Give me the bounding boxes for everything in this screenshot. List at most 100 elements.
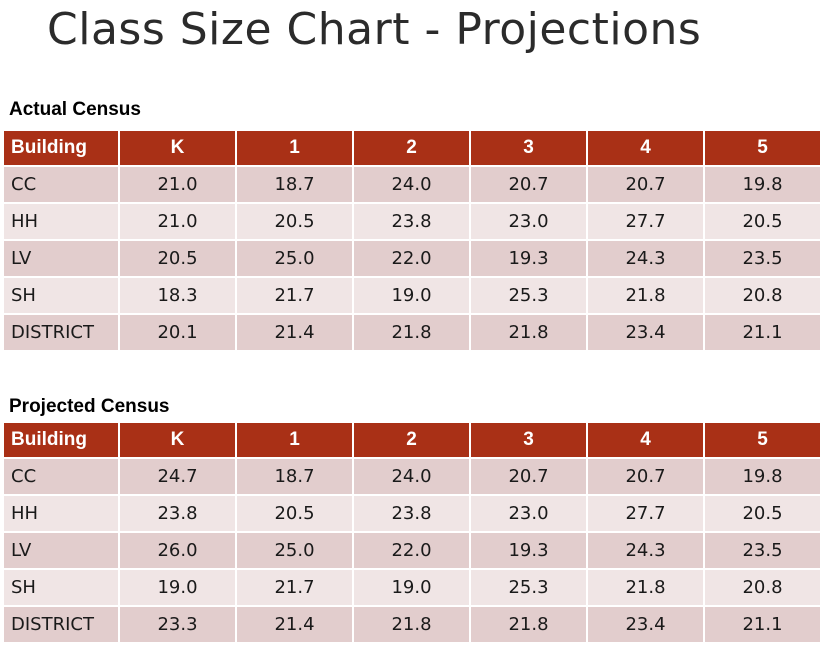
class-size-cell: 21.8 [469, 313, 588, 352]
class-size-cell: 19.0 [118, 568, 237, 607]
building-cell: LV [2, 239, 120, 278]
class-size-cell: 20.7 [469, 457, 588, 496]
class-size-cell: 18.3 [118, 276, 237, 315]
building-cell: SH [2, 276, 120, 315]
class-size-cell: 23.0 [469, 202, 588, 241]
column-header-grade-2: 2 [352, 421, 471, 459]
class-size-cell: 21.1 [703, 605, 822, 644]
column-header-grade-5: 5 [703, 129, 822, 167]
class-size-cell: 26.0 [118, 531, 237, 570]
projected-census-table: Building K 1 2 3 4 5 CC 24.7 18.7 24.0 20.7 2… [2, 421, 822, 644]
class-size-cell: 23.5 [703, 531, 822, 570]
class-size-cell: 20.1 [118, 313, 237, 352]
class-size-cell: 20.8 [703, 568, 822, 607]
class-size-cell: 25.0 [235, 239, 354, 278]
table-row: CC 24.7 18.7 24.0 20.7 20.7 19.8 [2, 457, 822, 496]
class-size-cell: 19.3 [469, 531, 588, 570]
column-header-grade-4: 4 [586, 421, 705, 459]
class-size-cell: 21.4 [235, 605, 354, 644]
class-size-cell: 24.3 [586, 239, 705, 278]
class-size-cell: 24.0 [352, 165, 471, 204]
class-size-cell: 23.5 [703, 239, 822, 278]
class-size-cell: 21.8 [586, 276, 705, 315]
class-size-cell: 27.7 [586, 202, 705, 241]
page-title: Class Size Chart - Projections [47, 4, 702, 55]
table-body: CC 24.7 18.7 24.0 20.7 20.7 19.8 HH 23.8 20.5 23.8… [2, 457, 822, 644]
building-cell: CC [2, 457, 120, 496]
building-cell: SH [2, 568, 120, 607]
class-size-cell: 18.7 [235, 457, 354, 496]
class-size-cell: 21.1 [703, 313, 822, 352]
building-cell: CC [2, 165, 120, 204]
column-header-grade-2: 2 [352, 129, 471, 167]
projected-census-heading: Projected Census [9, 396, 170, 417]
class-size-cell: 19.0 [352, 568, 471, 607]
column-header-grade-1: 1 [235, 129, 354, 167]
class-size-cell: 23.8 [352, 494, 471, 533]
class-size-cell: 24.3 [586, 531, 705, 570]
class-size-cell: 20.8 [703, 276, 822, 315]
class-size-cell: 24.7 [118, 457, 237, 496]
class-size-cell: 21.8 [469, 605, 588, 644]
class-size-cell: 21.0 [118, 165, 237, 204]
class-size-cell: 21.8 [352, 313, 471, 352]
class-size-cell: 23.4 [586, 313, 705, 352]
column-header-building: Building [2, 129, 120, 167]
table-row: LV 26.0 25.0 22.0 19.3 24.3 23.5 [2, 531, 822, 570]
class-size-cell: 20.5 [235, 202, 354, 241]
class-size-cell: 21.8 [352, 605, 471, 644]
class-size-cell: 19.3 [469, 239, 588, 278]
class-size-cell: 21.7 [235, 568, 354, 607]
column-header-k: K [118, 129, 237, 167]
table-row: CC 21.0 18.7 24.0 20.7 20.7 19.8 [2, 165, 822, 204]
class-size-cell: 21.4 [235, 313, 354, 352]
building-cell: HH [2, 494, 120, 533]
building-cell: LV [2, 531, 120, 570]
class-size-cell: 20.7 [586, 457, 705, 496]
table-header-row: Building K 1 2 3 4 5 [2, 129, 822, 167]
table-row: DISTRICT 23.3 21.4 21.8 21.8 23.4 21.1 [2, 605, 822, 644]
table-row: SH 19.0 21.7 19.0 25.3 21.8 20.8 [2, 568, 822, 607]
class-size-cell: 20.7 [586, 165, 705, 204]
class-size-cell: 21.8 [586, 568, 705, 607]
class-size-cell: 22.0 [352, 531, 471, 570]
class-size-cell: 23.4 [586, 605, 705, 644]
class-size-cell: 24.0 [352, 457, 471, 496]
column-header-k: K [118, 421, 237, 459]
table-row: LV 20.5 25.0 22.0 19.3 24.3 23.5 [2, 239, 822, 278]
table-header-row: Building K 1 2 3 4 5 [2, 421, 822, 459]
column-header-building: Building [2, 421, 120, 459]
table-row: HH 21.0 20.5 23.8 23.0 27.7 20.5 [2, 202, 822, 241]
table-row: DISTRICT 20.1 21.4 21.8 21.8 23.4 21.1 [2, 313, 822, 352]
class-size-cell: 19.8 [703, 165, 822, 204]
table-row: HH 23.8 20.5 23.8 23.0 27.7 20.5 [2, 494, 822, 533]
class-size-cell: 20.5 [703, 202, 822, 241]
class-size-cell: 20.7 [469, 165, 588, 204]
class-size-cell: 20.5 [235, 494, 354, 533]
class-size-cell: 21.7 [235, 276, 354, 315]
class-size-cell: 20.5 [118, 239, 237, 278]
class-size-cell: 23.8 [118, 494, 237, 533]
class-size-cell: 25.3 [469, 276, 588, 315]
column-header-grade-5: 5 [703, 421, 822, 459]
class-size-cell: 27.7 [586, 494, 705, 533]
actual-census-heading: Actual Census [9, 99, 141, 120]
table-body: CC 21.0 18.7 24.0 20.7 20.7 19.8 HH 21.0 20.5 23.8… [2, 165, 822, 352]
class-size-cell: 23.0 [469, 494, 588, 533]
column-header-grade-4: 4 [586, 129, 705, 167]
class-size-cell: 23.8 [352, 202, 471, 241]
column-header-grade-3: 3 [469, 421, 588, 459]
building-cell: DISTRICT [2, 313, 120, 352]
building-cell: HH [2, 202, 120, 241]
class-size-cell: 25.0 [235, 531, 354, 570]
class-size-cell: 25.3 [469, 568, 588, 607]
class-size-cell: 21.0 [118, 202, 237, 241]
column-header-grade-3: 3 [469, 129, 588, 167]
class-size-cell: 22.0 [352, 239, 471, 278]
class-size-cell: 18.7 [235, 165, 354, 204]
class-size-cell: 20.5 [703, 494, 822, 533]
actual-census-table: Building K 1 2 3 4 5 CC 21.0 18.7 24.0 20.7 2… [2, 129, 822, 352]
column-header-grade-1: 1 [235, 421, 354, 459]
building-cell: DISTRICT [2, 605, 120, 644]
class-size-cell: 23.3 [118, 605, 237, 644]
